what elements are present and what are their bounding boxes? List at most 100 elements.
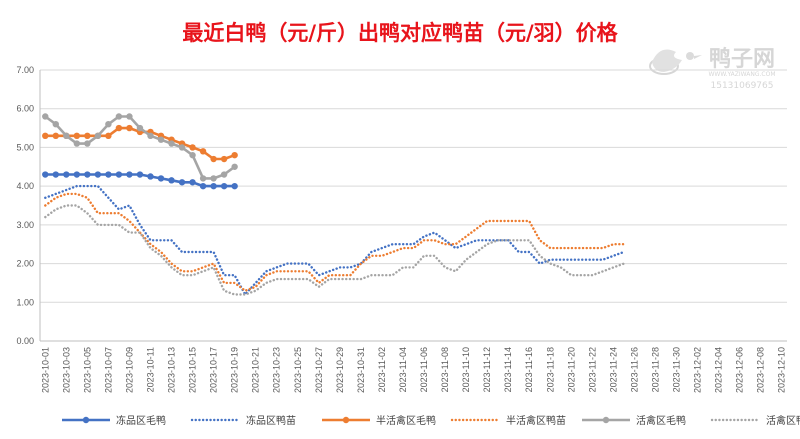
data-point bbox=[84, 171, 91, 178]
data-point bbox=[105, 171, 112, 178]
x-tick-label: 2023-11-06 bbox=[419, 347, 429, 392]
x-tick-label: 2023-10-09 bbox=[124, 347, 134, 393]
legend-label: 活禽区鸭苗 bbox=[766, 414, 800, 427]
x-tick-label: 2023-11-08 bbox=[440, 347, 450, 392]
y-tick-label: 6.00 bbox=[16, 104, 34, 114]
data-point bbox=[42, 113, 49, 120]
data-point bbox=[115, 113, 123, 120]
series-group bbox=[42, 113, 238, 182]
x-tick-label: 2023-12-02 bbox=[693, 347, 703, 393]
x-tick-label: 2023-11-12 bbox=[482, 347, 492, 392]
data-point bbox=[52, 121, 59, 128]
data-point bbox=[42, 132, 49, 140]
data-point bbox=[199, 175, 207, 182]
y-tick-label: 2.00 bbox=[16, 259, 34, 269]
x-tick-label: 2023-11-26 bbox=[629, 347, 639, 392]
legend-item: 活禽区鸭苗 bbox=[710, 414, 800, 427]
data-point bbox=[84, 132, 91, 140]
x-tick-label: 2023-10-19 bbox=[230, 347, 240, 393]
y-tick-label: 5.00 bbox=[16, 142, 34, 152]
x-tick-label: 2023-10-11 bbox=[145, 347, 155, 392]
data-point bbox=[210, 182, 217, 190]
data-point bbox=[231, 151, 238, 159]
data-point bbox=[73, 171, 81, 178]
legend: 冻品区毛鸭 冻品区鸭苗 半活禽区毛鸭 半活禽区鸭苗 活禽区毛鸭 活禽区鸭苗 bbox=[62, 414, 800, 427]
x-tick-label: 2023-12-08 bbox=[756, 347, 766, 393]
x-tick-label: 2023-11-16 bbox=[524, 347, 534, 392]
data-point bbox=[157, 175, 165, 182]
data-point bbox=[189, 144, 196, 151]
y-tick-label: 0.00 bbox=[16, 336, 34, 346]
data-point bbox=[63, 171, 70, 178]
legend-label: 冻品区毛鸭 bbox=[116, 414, 166, 427]
x-tick-label: 2023-10-31 bbox=[356, 347, 366, 393]
series-group bbox=[44, 204, 626, 296]
data-point bbox=[52, 171, 59, 178]
legend-label: 活禽区毛鸭 bbox=[636, 414, 686, 427]
duck-logo-icon bbox=[649, 49, 702, 75]
data-point bbox=[231, 182, 238, 190]
data-point bbox=[168, 177, 175, 184]
data-point bbox=[199, 182, 207, 190]
watermark-phone: 15131069765 bbox=[711, 81, 774, 91]
series-line bbox=[44, 184, 626, 297]
data-point bbox=[220, 155, 228, 163]
series-line bbox=[44, 192, 626, 293]
x-tick-label: 2023-11-04 bbox=[398, 347, 408, 392]
data-point bbox=[147, 173, 154, 180]
x-tick-label: 2023-10-21 bbox=[251, 347, 261, 393]
x-tick-label: 2023-10-01 bbox=[40, 347, 50, 393]
series-layer bbox=[42, 113, 626, 297]
x-tick-label: 2023-10-05 bbox=[82, 347, 92, 393]
y-tick-label: 3.00 bbox=[16, 220, 34, 230]
y-tick-label: 1.00 bbox=[16, 297, 34, 307]
x-tick-label: 2023-11-22 bbox=[587, 347, 597, 392]
x-tick-label: 2023-10-03 bbox=[61, 347, 71, 393]
x-tick-label: 2023-10-07 bbox=[103, 347, 113, 393]
data-point bbox=[168, 140, 175, 147]
watermark-brand: 鸭子网 bbox=[709, 46, 775, 72]
series-group bbox=[44, 192, 626, 293]
legend-label: 半活禽区毛鸭 bbox=[376, 414, 436, 427]
x-tick-label: 2023-11-18 bbox=[545, 347, 555, 392]
legend-item: 半活禽区毛鸭 bbox=[322, 414, 436, 427]
data-point bbox=[84, 140, 91, 147]
data-point bbox=[157, 136, 165, 143]
data-point bbox=[220, 182, 228, 190]
x-tick-label: 2023-10-17 bbox=[209, 347, 219, 393]
x-tick-label: 2023-11-24 bbox=[608, 347, 618, 392]
data-point bbox=[178, 144, 186, 151]
data-point bbox=[105, 132, 112, 140]
data-point bbox=[73, 132, 81, 140]
data-point bbox=[189, 179, 196, 186]
x-tick-label: 2023-10-25 bbox=[293, 347, 303, 393]
x-tick-label: 2023-12-04 bbox=[714, 347, 724, 393]
y-tick-label: 4.00 bbox=[16, 181, 34, 191]
x-tick-label: 2023-12-10 bbox=[777, 347, 787, 393]
x-tick-label: 2023-10-13 bbox=[167, 347, 177, 393]
x-tick-label: 2023-12-06 bbox=[735, 347, 745, 393]
data-point bbox=[126, 171, 133, 178]
x-tick-label: 2023-10-23 bbox=[272, 347, 282, 393]
x-tick-label: 2023-11-10 bbox=[461, 347, 471, 392]
legend-marker bbox=[82, 416, 90, 424]
legend-item: 冻品区鸭苗 bbox=[190, 414, 296, 427]
data-point bbox=[52, 132, 59, 140]
data-point bbox=[115, 124, 123, 132]
data-point bbox=[210, 175, 217, 182]
watermark-url: WWW.YAZIWANG.COM bbox=[708, 71, 775, 78]
watermark-logo: 鸭子网 WWW.YAZIWANG.COM 15131069765 bbox=[649, 46, 776, 91]
x-tick-label: 2023-11-28 bbox=[650, 347, 660, 392]
data-point bbox=[189, 151, 196, 159]
legend-label: 半活禽区鸭苗 bbox=[506, 414, 566, 427]
data-point bbox=[178, 179, 186, 186]
data-point bbox=[94, 132, 102, 140]
legend-marker bbox=[602, 416, 610, 424]
x-tick-label: 2023-11-14 bbox=[503, 347, 513, 392]
series-line bbox=[44, 204, 626, 296]
legend-marker bbox=[342, 416, 350, 424]
series-group bbox=[42, 171, 238, 190]
data-point bbox=[220, 171, 228, 178]
data-point bbox=[231, 163, 238, 170]
